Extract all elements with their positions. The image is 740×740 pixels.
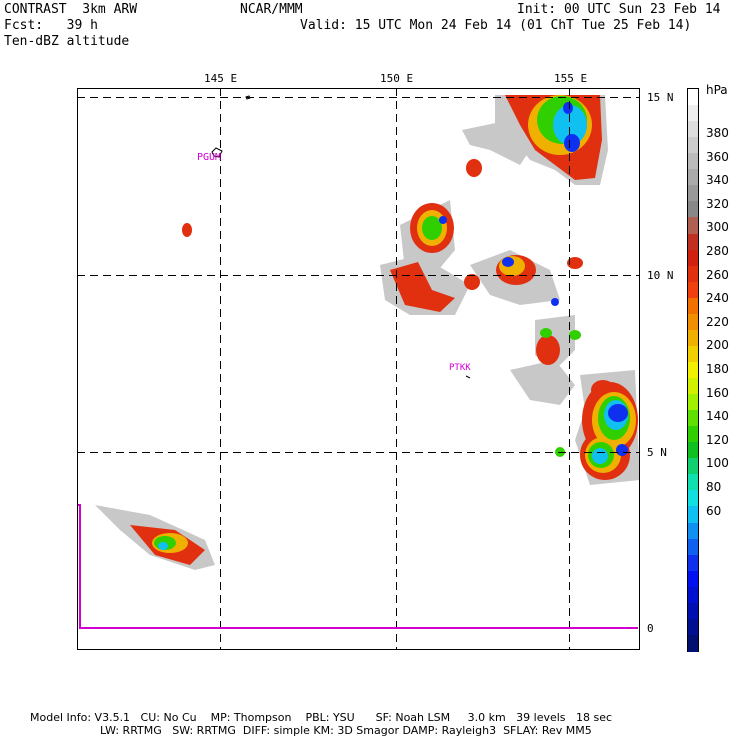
- graticule: [77, 88, 640, 650]
- colorbar-swatch: [688, 105, 698, 122]
- colorbar-swatch: [688, 602, 698, 620]
- island-north: [245, 95, 251, 100]
- colorbar-swatch: [688, 378, 698, 395]
- colorbar-tick-label: 360: [706, 149, 729, 164]
- colorbar-swatch: [688, 249, 698, 267]
- colorbar-swatch: [688, 89, 698, 106]
- colorbar-swatch: [688, 217, 698, 235]
- lat-label-15: 15 N: [647, 91, 674, 104]
- colorbar-swatch: [688, 618, 698, 636]
- colorbar-swatch: [688, 153, 698, 170]
- lat-label-0: 0: [647, 622, 654, 635]
- colorbar-swatch: [688, 265, 698, 283]
- island-guam: [211, 147, 223, 158]
- colorbar-swatch: [688, 554, 698, 572]
- model-info-line1: Model Info: V3.5.1 CU: No Cu MP: Thompso…: [30, 711, 613, 724]
- colorbar-unit: hPa: [706, 83, 728, 97]
- colorbar-swatch: [688, 281, 698, 299]
- init-time: Init: 00 UTC Sun 23 Feb 14: [517, 2, 721, 17]
- colorbar-tick-label: 60: [706, 503, 722, 518]
- colorbar-tick-label: 380: [706, 126, 729, 140]
- model-title: CONTRAST 3km ARW: [4, 2, 138, 17]
- colorbar-swatch: [688, 137, 698, 154]
- field-name: Ten-dBZ altitude: [4, 34, 130, 49]
- colorbar-tick-label: 80: [706, 480, 722, 494]
- model-info-line2: LW: RRTMG SW: RRTMG DIFF: simple KM: 3D …: [100, 724, 592, 737]
- colorbar-swatch: [688, 313, 698, 331]
- colorbar-swatch: [688, 586, 698, 604]
- colorbar-swatch: [688, 442, 698, 459]
- lon-label-155: 155 E: [554, 72, 588, 85]
- colorbar-tick-label: 340: [706, 173, 729, 188]
- colorbar-tick-label: 140: [706, 409, 729, 424]
- lat-label-5: 5 N: [647, 446, 667, 459]
- colorbar-swatch: [688, 570, 698, 588]
- colorbar-tick-label: 280: [706, 244, 729, 258]
- boundary-line: [78, 504, 638, 629]
- colorbar-swatch: [688, 474, 698, 492]
- colorbar-tick-label: 240: [706, 291, 729, 306]
- colorbar: [687, 88, 699, 652]
- colorbar-tick-label: 120: [706, 432, 729, 447]
- lon-label-145: 145 E: [204, 72, 238, 85]
- colorbar-tick-label: 300: [706, 220, 729, 235]
- colorbar-swatch: [688, 394, 698, 411]
- colorbar-swatch: [688, 121, 698, 138]
- forecast-hour: Fcst: 39 h: [4, 18, 98, 33]
- map-frame: [77, 88, 640, 650]
- colorbar-tick-label: 160: [706, 385, 729, 400]
- colorbar-swatch: [688, 522, 698, 540]
- colorbar-tick-label: 220: [706, 314, 729, 329]
- island-chuuk: [465, 375, 471, 379]
- colorbar-swatch: [688, 426, 698, 443]
- colorbar-swatch: [688, 506, 698, 524]
- colorbar-swatch: [688, 345, 698, 363]
- colorbar-tick-label: 100: [706, 456, 729, 471]
- lat-label-10: 10 N: [647, 269, 674, 282]
- colorbar-swatch: [688, 233, 698, 251]
- colorbar-swatch: [688, 634, 698, 652]
- colorbar-swatch: [688, 169, 698, 186]
- colorbar-swatch: [688, 458, 698, 475]
- colorbar-swatch: [688, 329, 698, 347]
- colorbar-tick-label: 180: [706, 362, 729, 376]
- lon-label-150: 150 E: [380, 72, 414, 85]
- station-ptkk: PTKK: [449, 363, 471, 373]
- colorbar-tick-label: 320: [706, 196, 729, 211]
- colorbar-tick-label: 200: [706, 338, 729, 353]
- echo-layer: [95, 95, 640, 570]
- colorbar-swatch: [688, 410, 698, 427]
- valid-time: Valid: 15 UTC Mon 24 Feb 14 (01 ChT Tue …: [300, 18, 692, 33]
- colorbar-tick-label: 260: [706, 267, 729, 282]
- colorbar-swatch: [688, 490, 698, 508]
- station-pgum: PGUM: [197, 152, 222, 163]
- colorbar-swatch: [688, 361, 698, 379]
- colorbar-swatch: [688, 201, 698, 219]
- colorbar-swatch: [688, 185, 698, 202]
- colorbar-swatch: [688, 538, 698, 556]
- colorbar-swatch: [688, 297, 698, 315]
- center-name: NCAR/MMM: [240, 2, 303, 17]
